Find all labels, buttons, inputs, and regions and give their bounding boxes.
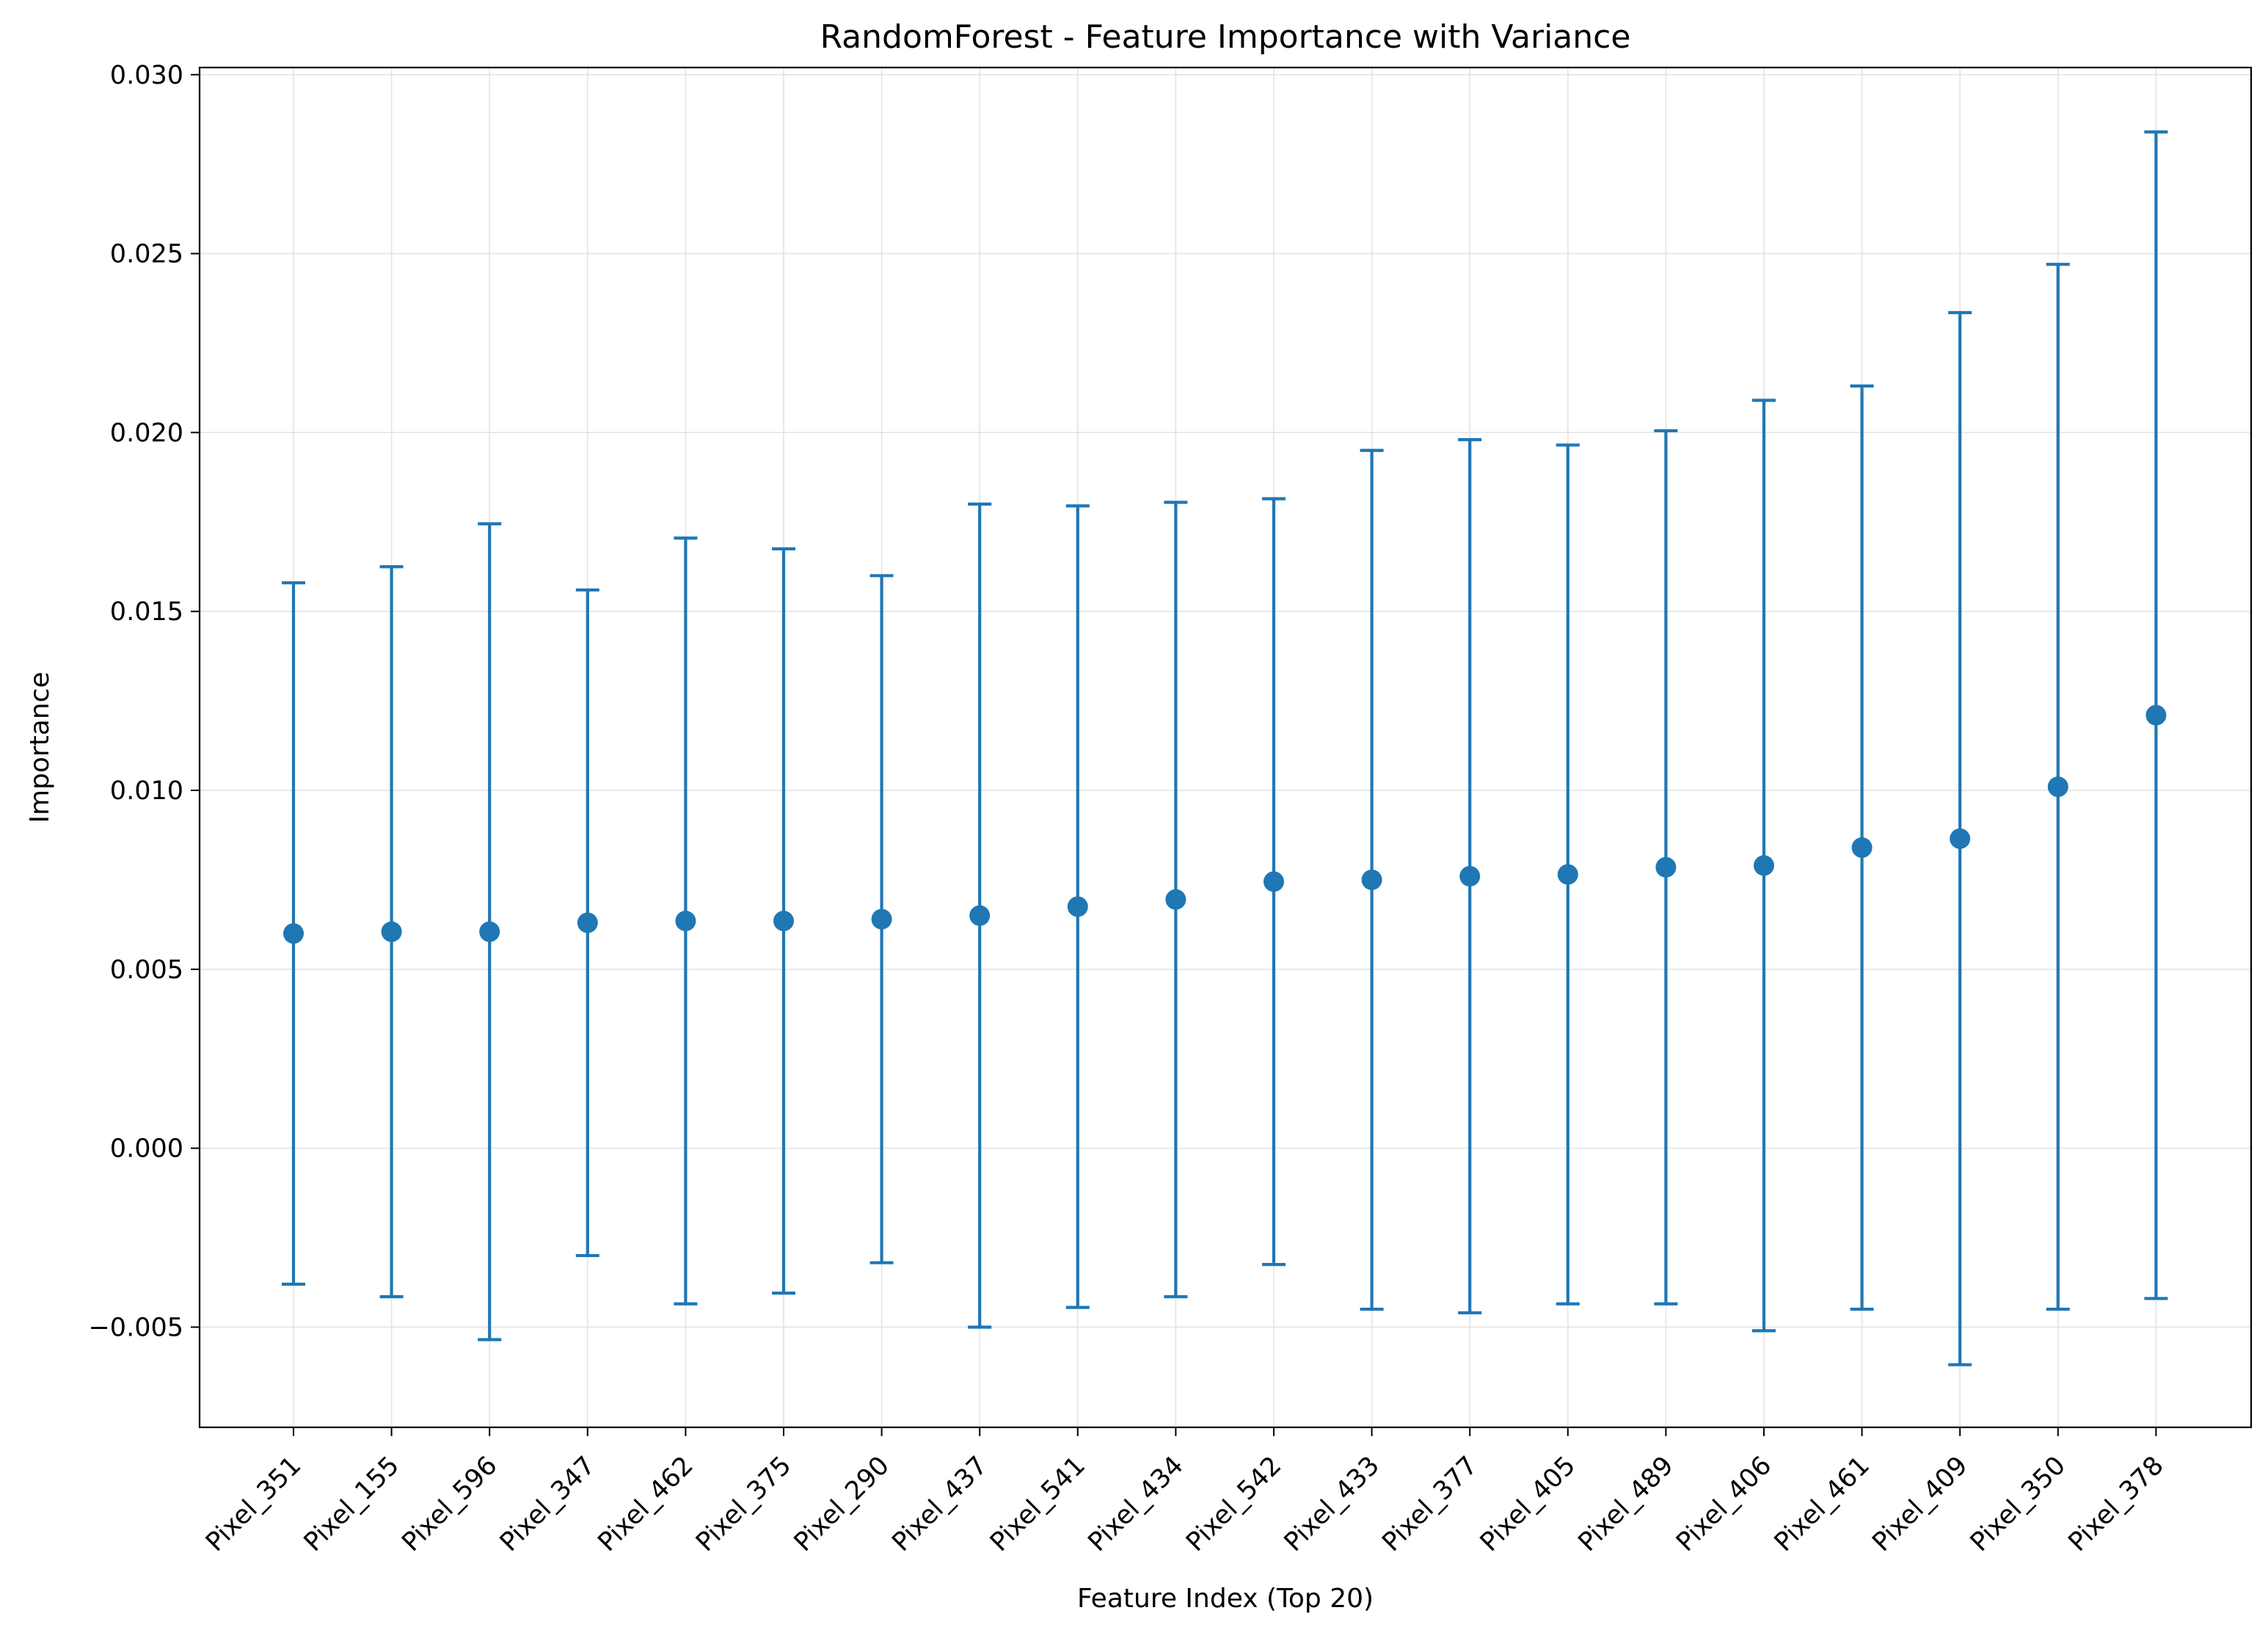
data-point	[479, 921, 500, 942]
plot-frame	[198, 66, 2253, 1429]
data-point	[871, 908, 892, 930]
data-point	[1950, 828, 1971, 849]
data-point	[381, 921, 402, 942]
data-point	[1655, 856, 1677, 878]
y-tick-label: 0.000	[110, 1135, 183, 1164]
data-point	[1459, 866, 1481, 887]
data-point	[1264, 871, 1284, 892]
data-point	[1165, 889, 1186, 910]
y-axis: −0.005 0.000 0.005 0.010 0.015 0.020 0.025 0.03…	[88, 61, 200, 1342]
chart-title: RandomForest - Feature Importance with V…	[820, 18, 1631, 56]
data-point	[1067, 896, 1088, 917]
x-axis-label: Feature Index (Top 20)	[1077, 1584, 1374, 1614]
y-tick-label: −0.005	[88, 1313, 183, 1342]
y-tick-label: 0.025	[110, 240, 183, 269]
data-point	[1851, 837, 1873, 859]
data-point	[2047, 776, 2068, 798]
data-point	[1754, 855, 1774, 876]
y-tick-label: 0.010	[110, 776, 183, 806]
y-tick-label: 0.020	[110, 418, 183, 448]
y-tick-label: 0.005	[110, 955, 183, 985]
data-point	[577, 912, 598, 933]
data-point	[1557, 864, 1578, 885]
data-point	[969, 905, 991, 926]
data-point	[1361, 869, 1382, 890]
y-tick-label: 0.015	[110, 597, 183, 627]
data-point	[2145, 704, 2167, 726]
data-point	[283, 923, 304, 944]
y-tick-label: 0.030	[110, 61, 183, 90]
data-point	[773, 911, 794, 932]
data-point	[675, 911, 696, 932]
y-axis-label: Importance	[25, 671, 55, 823]
error-bars	[282, 130, 2168, 1366]
